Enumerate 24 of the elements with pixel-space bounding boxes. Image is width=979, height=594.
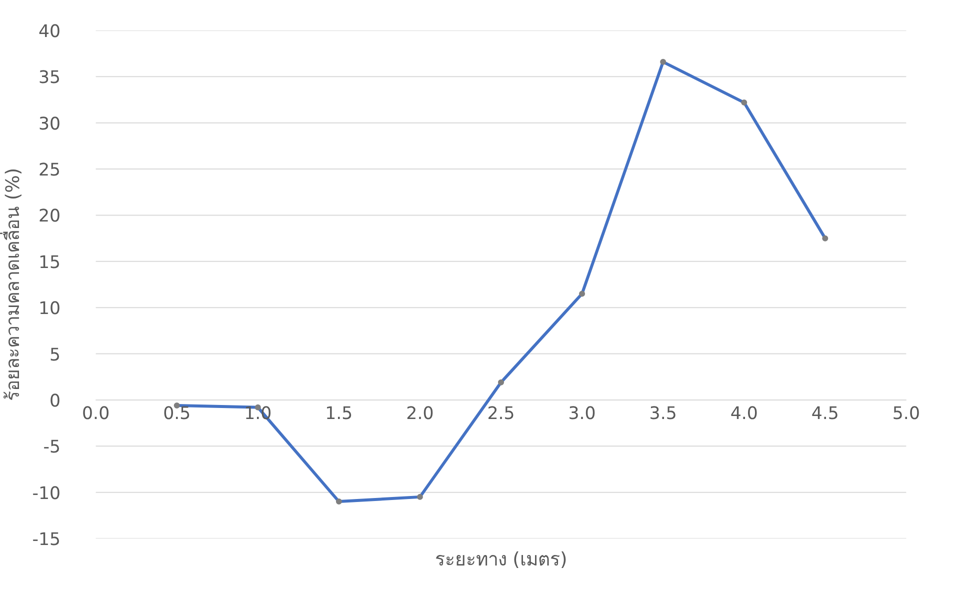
- x-axis-title: ระยะทาง (เมตร): [434, 550, 568, 570]
- y-tick-label: 35: [38, 68, 61, 88]
- y-tick-label: 30: [38, 114, 61, 134]
- y-axis-title: ร้อยละความคลาดเคลื่อน (%): [0, 168, 24, 402]
- x-tick-label: 1.5: [325, 404, 353, 424]
- y-tick-label: 20: [38, 206, 61, 227]
- y-tick-label: 5: [49, 345, 61, 366]
- y-tick-label: 25: [38, 160, 61, 181]
- x-tick-label: 0.0: [82, 404, 110, 424]
- x-tick-label: 3.0: [568, 404, 596, 424]
- y-tick-label: -10: [32, 484, 61, 504]
- y-tick-label: 10: [38, 299, 61, 320]
- x-tick-label: 2.0: [406, 404, 434, 424]
- x-tick-label: 5.0: [892, 404, 920, 424]
- x-tick-label: 3.5: [649, 404, 677, 424]
- y-tick-label: 40: [38, 22, 61, 42]
- x-tick-label: 4.5: [811, 404, 839, 424]
- x-tick-label: 0.5: [163, 404, 191, 424]
- x-tick-label: 2.5: [487, 404, 515, 424]
- y-tick-label: 15: [38, 252, 61, 273]
- x-tick-label: 4.0: [730, 404, 758, 424]
- y-tick-label: -5: [43, 438, 61, 458]
- y-tick-label: -15: [32, 530, 61, 550]
- y-tick-label: 0: [49, 391, 61, 412]
